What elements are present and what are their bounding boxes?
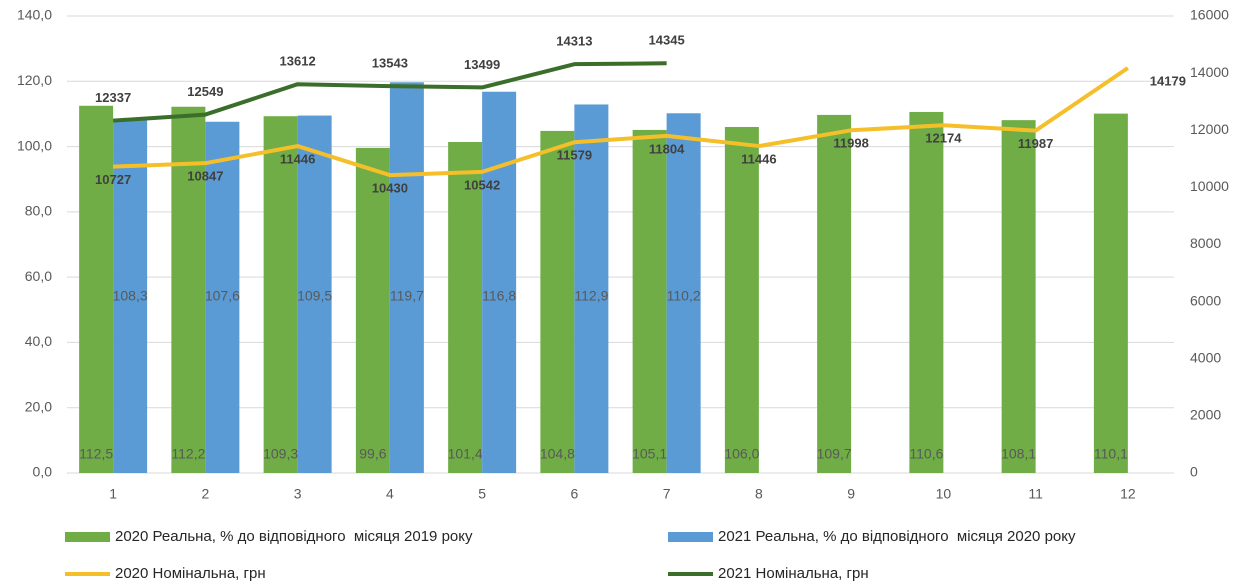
legend-label: 2020 Реальна, % до відповідного місяця 2… (115, 528, 473, 545)
bar (724, 126, 759, 473)
y2-tick-label: 12000 (1190, 121, 1229, 137)
y-tick-label: 0,0 (33, 464, 53, 480)
y2-tick-label: 14000 (1190, 64, 1229, 80)
bar (817, 114, 852, 473)
bar-label: 119,7 (390, 288, 424, 304)
bar (632, 129, 667, 473)
bar (909, 111, 944, 473)
bar (263, 116, 298, 474)
bar-label: 110,1 (1094, 446, 1128, 462)
line-label: 10430 (372, 181, 408, 196)
bar-label: 108,3 (113, 288, 148, 304)
x-tick-label: 2 (201, 486, 209, 502)
y-tick-label: 140,0 (17, 7, 52, 23)
bar (448, 142, 483, 473)
line-label: 11998 (833, 136, 868, 151)
bar (297, 115, 332, 473)
y-tick-label: 100,0 (17, 137, 52, 153)
bar-label: 101,4 (448, 446, 483, 462)
bar (1093, 113, 1128, 473)
legend-swatch (668, 532, 713, 542)
y-tick-label: 80,0 (25, 203, 52, 219)
line-label: 13499 (464, 57, 500, 72)
x-tick-label: 6 (570, 486, 578, 502)
x-tick-label: 5 (478, 486, 486, 502)
x-tick-label: 4 (386, 486, 394, 502)
bar (540, 130, 575, 473)
bar-label: 110,6 (909, 446, 943, 462)
x-tick-label: 12 (1120, 486, 1136, 502)
line-label: 11987 (1018, 136, 1053, 151)
y2-tick-label: 2000 (1190, 407, 1221, 423)
bar (1001, 120, 1036, 474)
bar (205, 121, 240, 474)
line-label: 10542 (464, 177, 500, 192)
bar (482, 91, 517, 473)
line-label: 14179 (1150, 73, 1186, 88)
line (112, 61, 667, 123)
x-tick-label: 3 (294, 486, 302, 502)
legend-label: 2021 Номінальна, грн (718, 565, 869, 582)
x-tick-label: 11 (1028, 486, 1043, 502)
bar-label: 112,2 (171, 446, 205, 462)
line-label: 12549 (187, 84, 223, 99)
line-label: 11579 (557, 148, 592, 163)
y2-tick-label: 4000 (1190, 349, 1221, 365)
bar-label: 112,9 (574, 288, 608, 304)
x-tick-label: 7 (663, 486, 671, 502)
bar (113, 119, 148, 474)
bar-label: 105,1 (632, 446, 667, 462)
x-tick-label: 9 (847, 486, 855, 502)
line-label: 11446 (741, 152, 776, 167)
bar-label: 109,7 (817, 446, 852, 462)
line-label: 11804 (649, 141, 685, 156)
line (113, 66, 1129, 178)
bar (574, 104, 609, 473)
line-label: 12337 (95, 90, 131, 105)
bar-label: 110,2 (667, 288, 701, 304)
x-tick-label: 10 (936, 486, 952, 502)
y2-tick-label: 6000 (1190, 292, 1221, 308)
bar-label: 109,5 (297, 288, 332, 304)
bar (355, 147, 390, 473)
y2-tick-label: 10000 (1190, 178, 1229, 194)
line-label: 13543 (372, 56, 408, 71)
y-tick-label: 40,0 (25, 333, 52, 349)
bar-label: 99,6 (359, 446, 386, 462)
x-tick-label: 1 (109, 486, 117, 502)
line-label: 14345 (649, 33, 685, 48)
bar (666, 113, 701, 474)
line-label: 10727 (95, 172, 131, 187)
line-label: 12174 (925, 131, 962, 146)
bar (171, 106, 206, 474)
y2-tick-label: 0 (1190, 464, 1198, 480)
bar-label: 104,8 (540, 446, 575, 462)
y2-tick-label: 16000 (1190, 7, 1229, 23)
line-label: 14313 (556, 34, 592, 49)
bar-label: 108,1 (1001, 446, 1036, 462)
bar-label: 116,8 (482, 288, 516, 304)
x-tick-label: 8 (755, 486, 763, 502)
bar (389, 82, 424, 473)
y2-tick-label: 8000 (1190, 235, 1221, 251)
legend-swatch (65, 532, 110, 542)
legend-label: 2021 Реальна, % до відповідного місяця 2… (718, 528, 1076, 545)
line-label: 10847 (187, 169, 223, 184)
line-label: 11446 (280, 152, 315, 167)
legend-label: 2020 Номінальна, грн (115, 565, 266, 582)
bar-label: 107,6 (205, 288, 240, 304)
line-label: 13612 (280, 54, 316, 69)
bar-label: 112,5 (79, 446, 113, 462)
y-tick-label: 60,0 (25, 268, 52, 284)
y-tick-label: 20,0 (25, 398, 52, 414)
y-tick-label: 120,0 (17, 72, 52, 88)
bar (79, 105, 114, 474)
bar-label: 106,0 (724, 446, 759, 462)
bar-label: 109,3 (263, 446, 298, 462)
